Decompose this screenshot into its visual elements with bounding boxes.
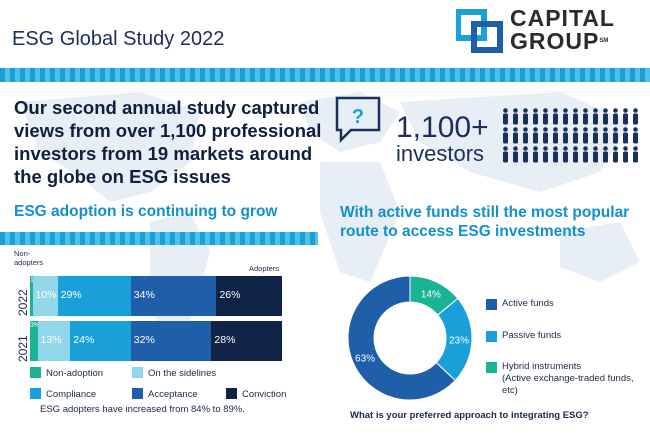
person-icon: [603, 108, 608, 125]
person-icon: [623, 127, 628, 144]
person-icon: [613, 146, 618, 163]
donut-value-label: 14%: [421, 290, 441, 301]
bar-value-label: 26%: [219, 289, 241, 301]
person-icon: [533, 127, 538, 144]
person-icon: [553, 108, 558, 125]
logo-text: CAPITAL GROUPSM: [510, 5, 615, 54]
bar-2022: 1%10%29%34%26%: [30, 276, 282, 316]
svg-text:?: ?: [352, 106, 364, 128]
bar-segment-2021-acceptance: 32%: [130, 321, 212, 361]
section-divider: [0, 232, 318, 245]
donut-slice-active-funds: [347, 275, 456, 401]
bar-segment-2022-compliance: 29%: [57, 276, 131, 316]
person-icon: [523, 146, 528, 163]
bar-segment-2021-compliance: 24%: [70, 321, 131, 361]
capital-group-logo: CAPITAL GROUPSM: [455, 5, 636, 56]
person-icon: [553, 127, 558, 144]
person-icon: [503, 146, 508, 163]
person-icon: [573, 127, 578, 144]
person-icon: [593, 127, 598, 144]
legend-passive-funds: Passive funds: [486, 330, 561, 342]
donut-chart: 14% 23% 63%: [347, 275, 473, 401]
bar-value-label: 13%: [40, 334, 62, 346]
legend-on-the-sidelines: On the sidelines: [132, 367, 216, 379]
person-icon: [563, 127, 568, 144]
header-band: [0, 68, 650, 82]
person-icon: [593, 108, 598, 125]
bar-value-label: 29%: [60, 289, 82, 301]
year-label-2021: 2021: [16, 335, 30, 362]
person-icon: [543, 108, 548, 125]
bar-segment-2022-conviction: 26%: [216, 276, 282, 316]
person-icon: [523, 127, 528, 144]
survey-question: What is your preferred approach to integ…: [350, 410, 589, 421]
people-icons: [503, 108, 638, 163]
adoption-note: ESG adopters have increased from 84% to …: [40, 404, 245, 415]
donut-value-label: 23%: [449, 336, 469, 347]
speech-bubble-question-icon: ?: [335, 96, 381, 144]
person-icon: [533, 108, 538, 125]
person-icon: [563, 146, 568, 163]
bar-value-label: 34%: [133, 289, 155, 301]
person-icon: [603, 146, 608, 163]
intro-text: Our second annual study captured views f…: [14, 97, 322, 187]
bar-value-label: 32%: [133, 334, 155, 346]
investor-count-label: investors: [396, 141, 485, 166]
year-label-2022: 2022: [16, 289, 30, 316]
person-icon: [563, 108, 568, 125]
person-icon: [623, 108, 628, 125]
person-icon: [613, 127, 618, 144]
donut-value-label: 63%: [355, 353, 375, 364]
person-icon: [543, 146, 548, 163]
person-icon: [633, 127, 638, 144]
page-title: ESG Global Study 2022: [12, 28, 225, 50]
bar-segment-2021-on-the-sidelines: 13%: [37, 321, 71, 361]
person-icon: [533, 146, 538, 163]
person-icon: [583, 127, 588, 144]
person-icon: [513, 108, 518, 125]
non-adopters-label: Non- adopters: [14, 249, 44, 267]
person-icon: [553, 146, 558, 163]
person-icon: [633, 108, 638, 125]
person-icon: [623, 146, 628, 163]
capital-group-mark-icon: [455, 9, 503, 53]
person-icon: [523, 108, 528, 125]
person-icon: [573, 146, 578, 163]
left-heading: ESG adoption is continuing to grow: [14, 203, 278, 220]
person-icon: [633, 146, 638, 163]
right-heading: With active funds still the most popular…: [340, 204, 630, 240]
person-icon: [583, 108, 588, 125]
bar-2021: 3% 13% 24% 32% 28%: [30, 321, 282, 361]
legend-conviction: Conviction: [226, 388, 286, 400]
person-icon: [503, 108, 508, 125]
bar-value-label: 3%: [30, 322, 41, 329]
person-icon: [583, 146, 588, 163]
legend-hybrid-sub: (Active exchange-traded funds, etc): [502, 373, 634, 396]
bar-segment-2021-conviction: 28%: [211, 321, 282, 361]
legend-acceptance: Acceptance: [132, 388, 198, 400]
bar-value-label: 24%: [73, 334, 95, 346]
adopters-label: Adopters: [249, 264, 280, 273]
person-icon: [613, 108, 618, 125]
bar-value-label: 10%: [35, 289, 57, 301]
person-icon: [543, 127, 548, 144]
legend-active-funds: Active funds: [486, 298, 554, 310]
bar-value-label: 28%: [214, 334, 236, 346]
person-icon: [503, 127, 508, 144]
person-icon: [513, 127, 518, 144]
legend-compliance: Compliance: [30, 388, 96, 400]
person-icon: [513, 146, 518, 163]
bar-segment-2021-non-adoption: 3%: [30, 321, 41, 361]
investor-count: 1,100+: [396, 111, 489, 144]
bar-segment-2022-on-the-sidelines: 10%: [32, 276, 58, 316]
legend-non-adoption: Non-adoption: [30, 367, 103, 379]
person-icon: [573, 108, 578, 125]
person-icon: [593, 146, 598, 163]
header: ESG Global Study 2022 CAPITAL GROUPSM: [0, 0, 650, 68]
bar-segment-2022-acceptance: 34%: [130, 276, 217, 316]
person-icon: [603, 127, 608, 144]
legend-hybrid-instruments: Hybrid instruments (Active exchange-trade…: [486, 361, 636, 397]
